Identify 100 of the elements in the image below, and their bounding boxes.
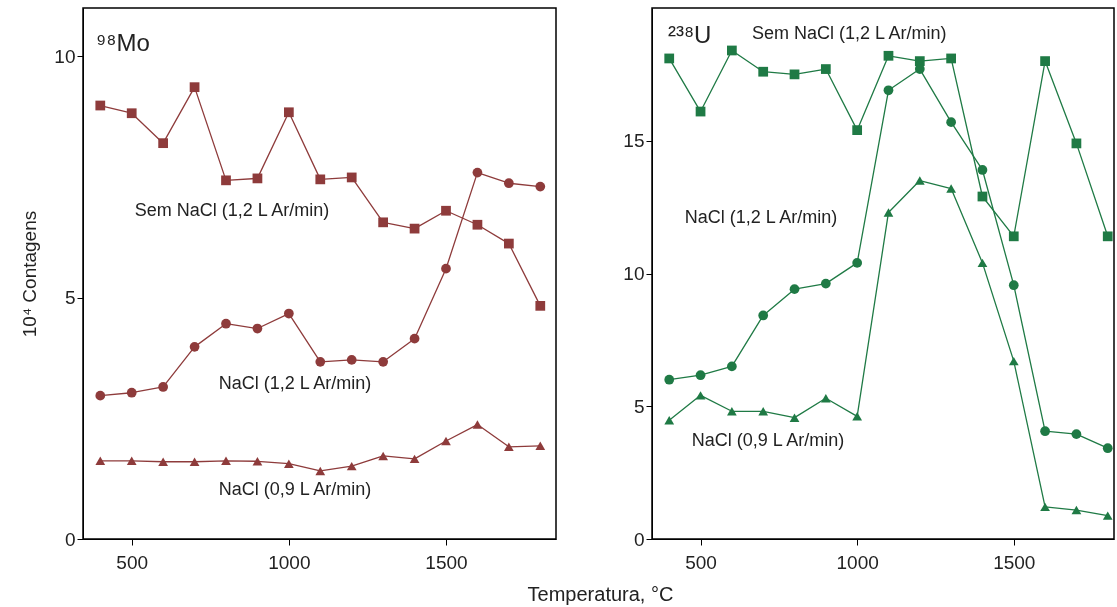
point	[221, 318, 231, 329]
point	[315, 466, 326, 476]
point	[409, 454, 420, 464]
point	[503, 178, 514, 189]
point	[158, 457, 169, 466]
point	[1102, 231, 1113, 242]
point	[1008, 231, 1019, 242]
point	[378, 451, 389, 461]
point	[158, 138, 169, 149]
point	[95, 456, 106, 466]
point	[189, 82, 200, 93]
y-tick-label: 0	[633, 528, 645, 550]
point	[126, 456, 137, 466]
point	[252, 457, 263, 466]
series-label: NaCl (1,2 L Ar/min)	[684, 207, 838, 227]
point	[346, 355, 357, 365]
point	[409, 333, 420, 344]
point	[221, 456, 231, 466]
point	[535, 441, 546, 451]
point	[346, 461, 357, 471]
x-tick-label: 500	[116, 551, 149, 573]
point	[1008, 356, 1019, 366]
y-tick-label: 5	[633, 395, 645, 417]
point	[1008, 280, 1019, 291]
y-tick-label: 5	[64, 287, 76, 309]
point	[283, 107, 294, 118]
point	[727, 407, 737, 416]
point	[664, 374, 675, 385]
point	[441, 263, 451, 274]
y-tick-label: 15	[623, 130, 645, 152]
point	[283, 459, 294, 468]
point	[95, 100, 106, 111]
point	[503, 442, 514, 452]
series-label: NaCl (0,9 L Ar/min)	[218, 479, 372, 499]
point	[315, 356, 326, 367]
point	[664, 416, 675, 425]
series-label: Sem NaCl (1,2 L Ar/min)	[134, 200, 330, 220]
point	[914, 56, 925, 66]
point	[883, 208, 894, 217]
point	[883, 50, 894, 61]
point	[727, 361, 737, 372]
point	[977, 258, 988, 268]
point	[914, 176, 925, 185]
x-tick-label: 500	[685, 551, 717, 573]
point	[472, 420, 483, 429]
point	[946, 53, 956, 64]
y-tick-label: 10	[54, 45, 76, 67]
point	[535, 300, 546, 311]
point	[283, 308, 294, 319]
series-label: NaCl (0,9 L Ar/min)	[691, 430, 845, 450]
annotation: ²³⁸U	[668, 21, 712, 48]
point	[852, 125, 863, 135]
point	[378, 217, 389, 228]
point	[378, 356, 389, 367]
point	[441, 205, 451, 216]
annotation: ⁹⁸Mo	[96, 29, 150, 56]
point	[1040, 502, 1050, 512]
series-label: Sem NaCl (1,2 L Ar/min)	[752, 23, 947, 43]
point	[946, 117, 956, 128]
y-axis-title: 10⁴ Contagens	[19, 210, 41, 338]
point	[126, 387, 137, 398]
point	[695, 370, 706, 381]
point	[820, 278, 831, 289]
point	[664, 53, 675, 64]
point	[977, 165, 988, 175]
point	[252, 323, 263, 334]
point	[758, 407, 769, 416]
series-label: NaCl (1,2 L Ar/min)	[218, 373, 372, 393]
point	[315, 174, 326, 185]
point	[535, 181, 546, 192]
point	[1040, 56, 1050, 66]
point	[189, 342, 200, 352]
x-tick-label: 1000	[268, 551, 311, 573]
point	[1040, 426, 1050, 437]
point	[1071, 429, 1082, 439]
point	[1102, 511, 1113, 520]
y-tick-label: 0	[64, 528, 76, 550]
point	[221, 175, 231, 186]
point	[820, 394, 831, 403]
point	[1071, 505, 1082, 515]
y-tick-label: 10	[623, 263, 645, 284]
point	[695, 391, 706, 400]
point	[789, 413, 800, 422]
point	[158, 382, 169, 392]
point	[789, 284, 800, 295]
point	[189, 457, 200, 466]
point	[852, 258, 863, 268]
x-axis-title: Temperatura, °C	[527, 582, 674, 605]
point	[126, 108, 137, 119]
point	[472, 219, 483, 230]
point	[441, 436, 451, 446]
point	[472, 167, 483, 178]
point	[883, 85, 894, 96]
point	[758, 66, 769, 77]
point	[346, 172, 357, 183]
point	[946, 184, 956, 193]
point	[1102, 443, 1113, 454]
point	[503, 238, 514, 249]
point	[758, 310, 769, 321]
point	[820, 64, 831, 74]
